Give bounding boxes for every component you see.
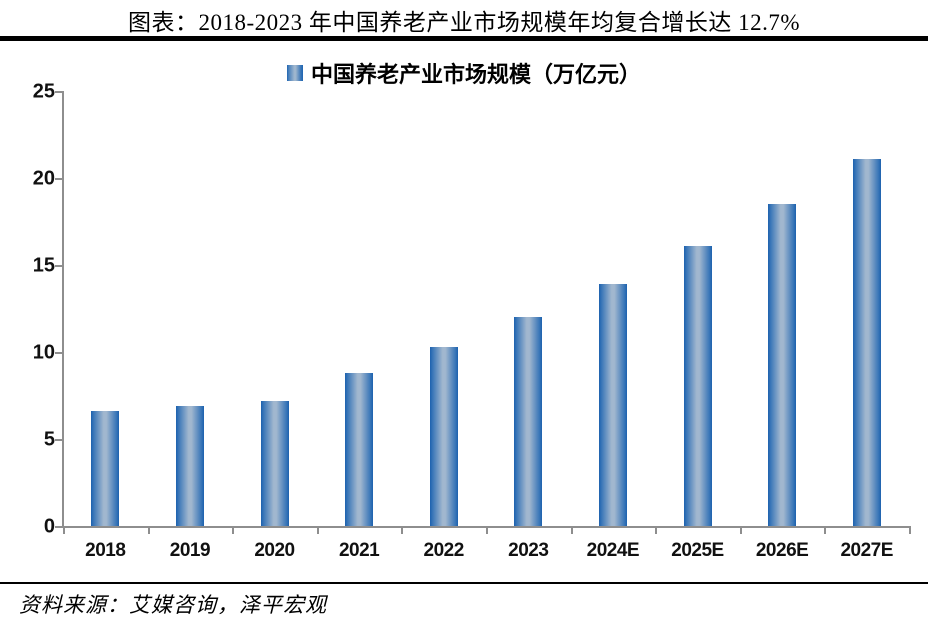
bar bbox=[345, 372, 374, 526]
bar bbox=[683, 245, 712, 526]
y-tick bbox=[55, 352, 63, 354]
y-tick-label: 25 bbox=[32, 80, 55, 103]
x-tick-label: 2027E bbox=[840, 540, 893, 561]
bar bbox=[768, 204, 797, 526]
x-tick bbox=[570, 526, 573, 534]
x-tick bbox=[824, 526, 827, 534]
legend-label: 中国养老产业市场规模（万亿元） bbox=[310, 62, 641, 87]
bar bbox=[91, 411, 120, 526]
y-tick bbox=[55, 178, 63, 180]
y-tick bbox=[55, 439, 63, 441]
x-tick bbox=[316, 526, 319, 534]
bar bbox=[598, 284, 627, 526]
x-tick-label: 2022 bbox=[423, 540, 465, 561]
x-tick bbox=[655, 526, 658, 534]
x-tick-label: 2021 bbox=[338, 540, 380, 561]
x-tick bbox=[739, 526, 742, 534]
bar bbox=[852, 158, 881, 526]
x-tick bbox=[232, 526, 235, 534]
x-tick bbox=[147, 526, 150, 534]
x-tick bbox=[63, 526, 65, 534]
x-tick-label: 2024E bbox=[586, 540, 640, 561]
y-tick bbox=[55, 526, 63, 528]
y-tick-label: 10 bbox=[32, 341, 55, 364]
x-tick-label: 2023 bbox=[508, 540, 549, 561]
y-tick-label: 20 bbox=[32, 167, 55, 190]
y-tick-label: 0 bbox=[43, 515, 55, 538]
x-tick bbox=[486, 526, 488, 534]
x-tick bbox=[909, 526, 911, 534]
y-tick bbox=[55, 91, 63, 93]
bar bbox=[514, 317, 543, 526]
y-tick-label: 15 bbox=[32, 254, 55, 277]
bar bbox=[429, 346, 458, 526]
x-tick-label: 2026E bbox=[755, 540, 809, 561]
bar bbox=[175, 405, 204, 526]
source-text: 资料来源：艾媒咨询，泽平宏观 bbox=[19, 593, 327, 617]
y-tick bbox=[55, 265, 63, 267]
footer-divider bbox=[0, 582, 928, 584]
legend: 中国养老产业市场规模（万亿元） bbox=[0, 57, 928, 89]
y-tick-label: 5 bbox=[43, 428, 55, 451]
bar bbox=[260, 400, 289, 526]
x-tick-label: 2025E bbox=[671, 540, 724, 561]
title-divider bbox=[0, 36, 928, 41]
x-tick bbox=[401, 526, 404, 534]
chart-title: 图表：2018-2023 年中国养老产业市场规模年均复合增长达 12.7% bbox=[127, 10, 801, 35]
x-tick-label: 2019 bbox=[169, 540, 211, 561]
x-tick-label: 2018 bbox=[85, 540, 126, 561]
legend-marker-icon bbox=[286, 65, 303, 81]
y-axis bbox=[62, 91, 64, 528]
x-tick-label: 2020 bbox=[254, 540, 295, 561]
